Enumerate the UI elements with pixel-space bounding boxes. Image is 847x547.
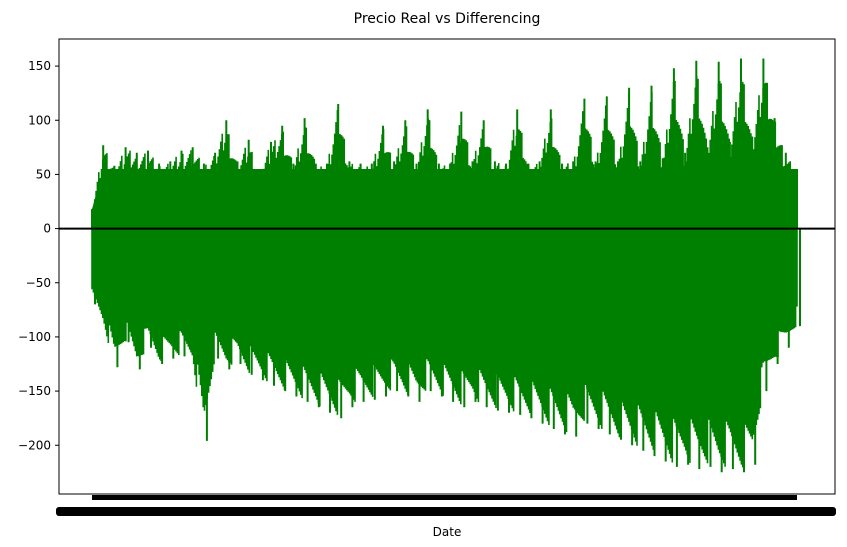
y-axis: 150 100 50 0 −50 −100 −150 −200 — [18, 59, 59, 452]
y-tick-label: −200 — [18, 438, 51, 452]
y-tick-label: 0 — [43, 222, 51, 236]
y-tick-label: −100 — [18, 330, 51, 344]
x-axis-label: Date — [433, 525, 462, 539]
x-axis-ticks — [56, 495, 836, 516]
chart-title: Precio Real vs Differencing — [354, 11, 541, 27]
series-peaks — [91, 58, 801, 473]
y-tick-label: −50 — [26, 276, 51, 290]
y-tick-label: 150 — [28, 59, 51, 73]
y-tick-label: −150 — [18, 384, 51, 398]
y-tick-label: 50 — [36, 167, 51, 181]
x-tick-labels-dense — [56, 507, 836, 516]
y-tick-label: 100 — [28, 113, 51, 127]
x-tick-marks-dense — [92, 495, 797, 500]
axes-frame — [58, 38, 836, 495]
series-spikes — [91, 75, 798, 468]
